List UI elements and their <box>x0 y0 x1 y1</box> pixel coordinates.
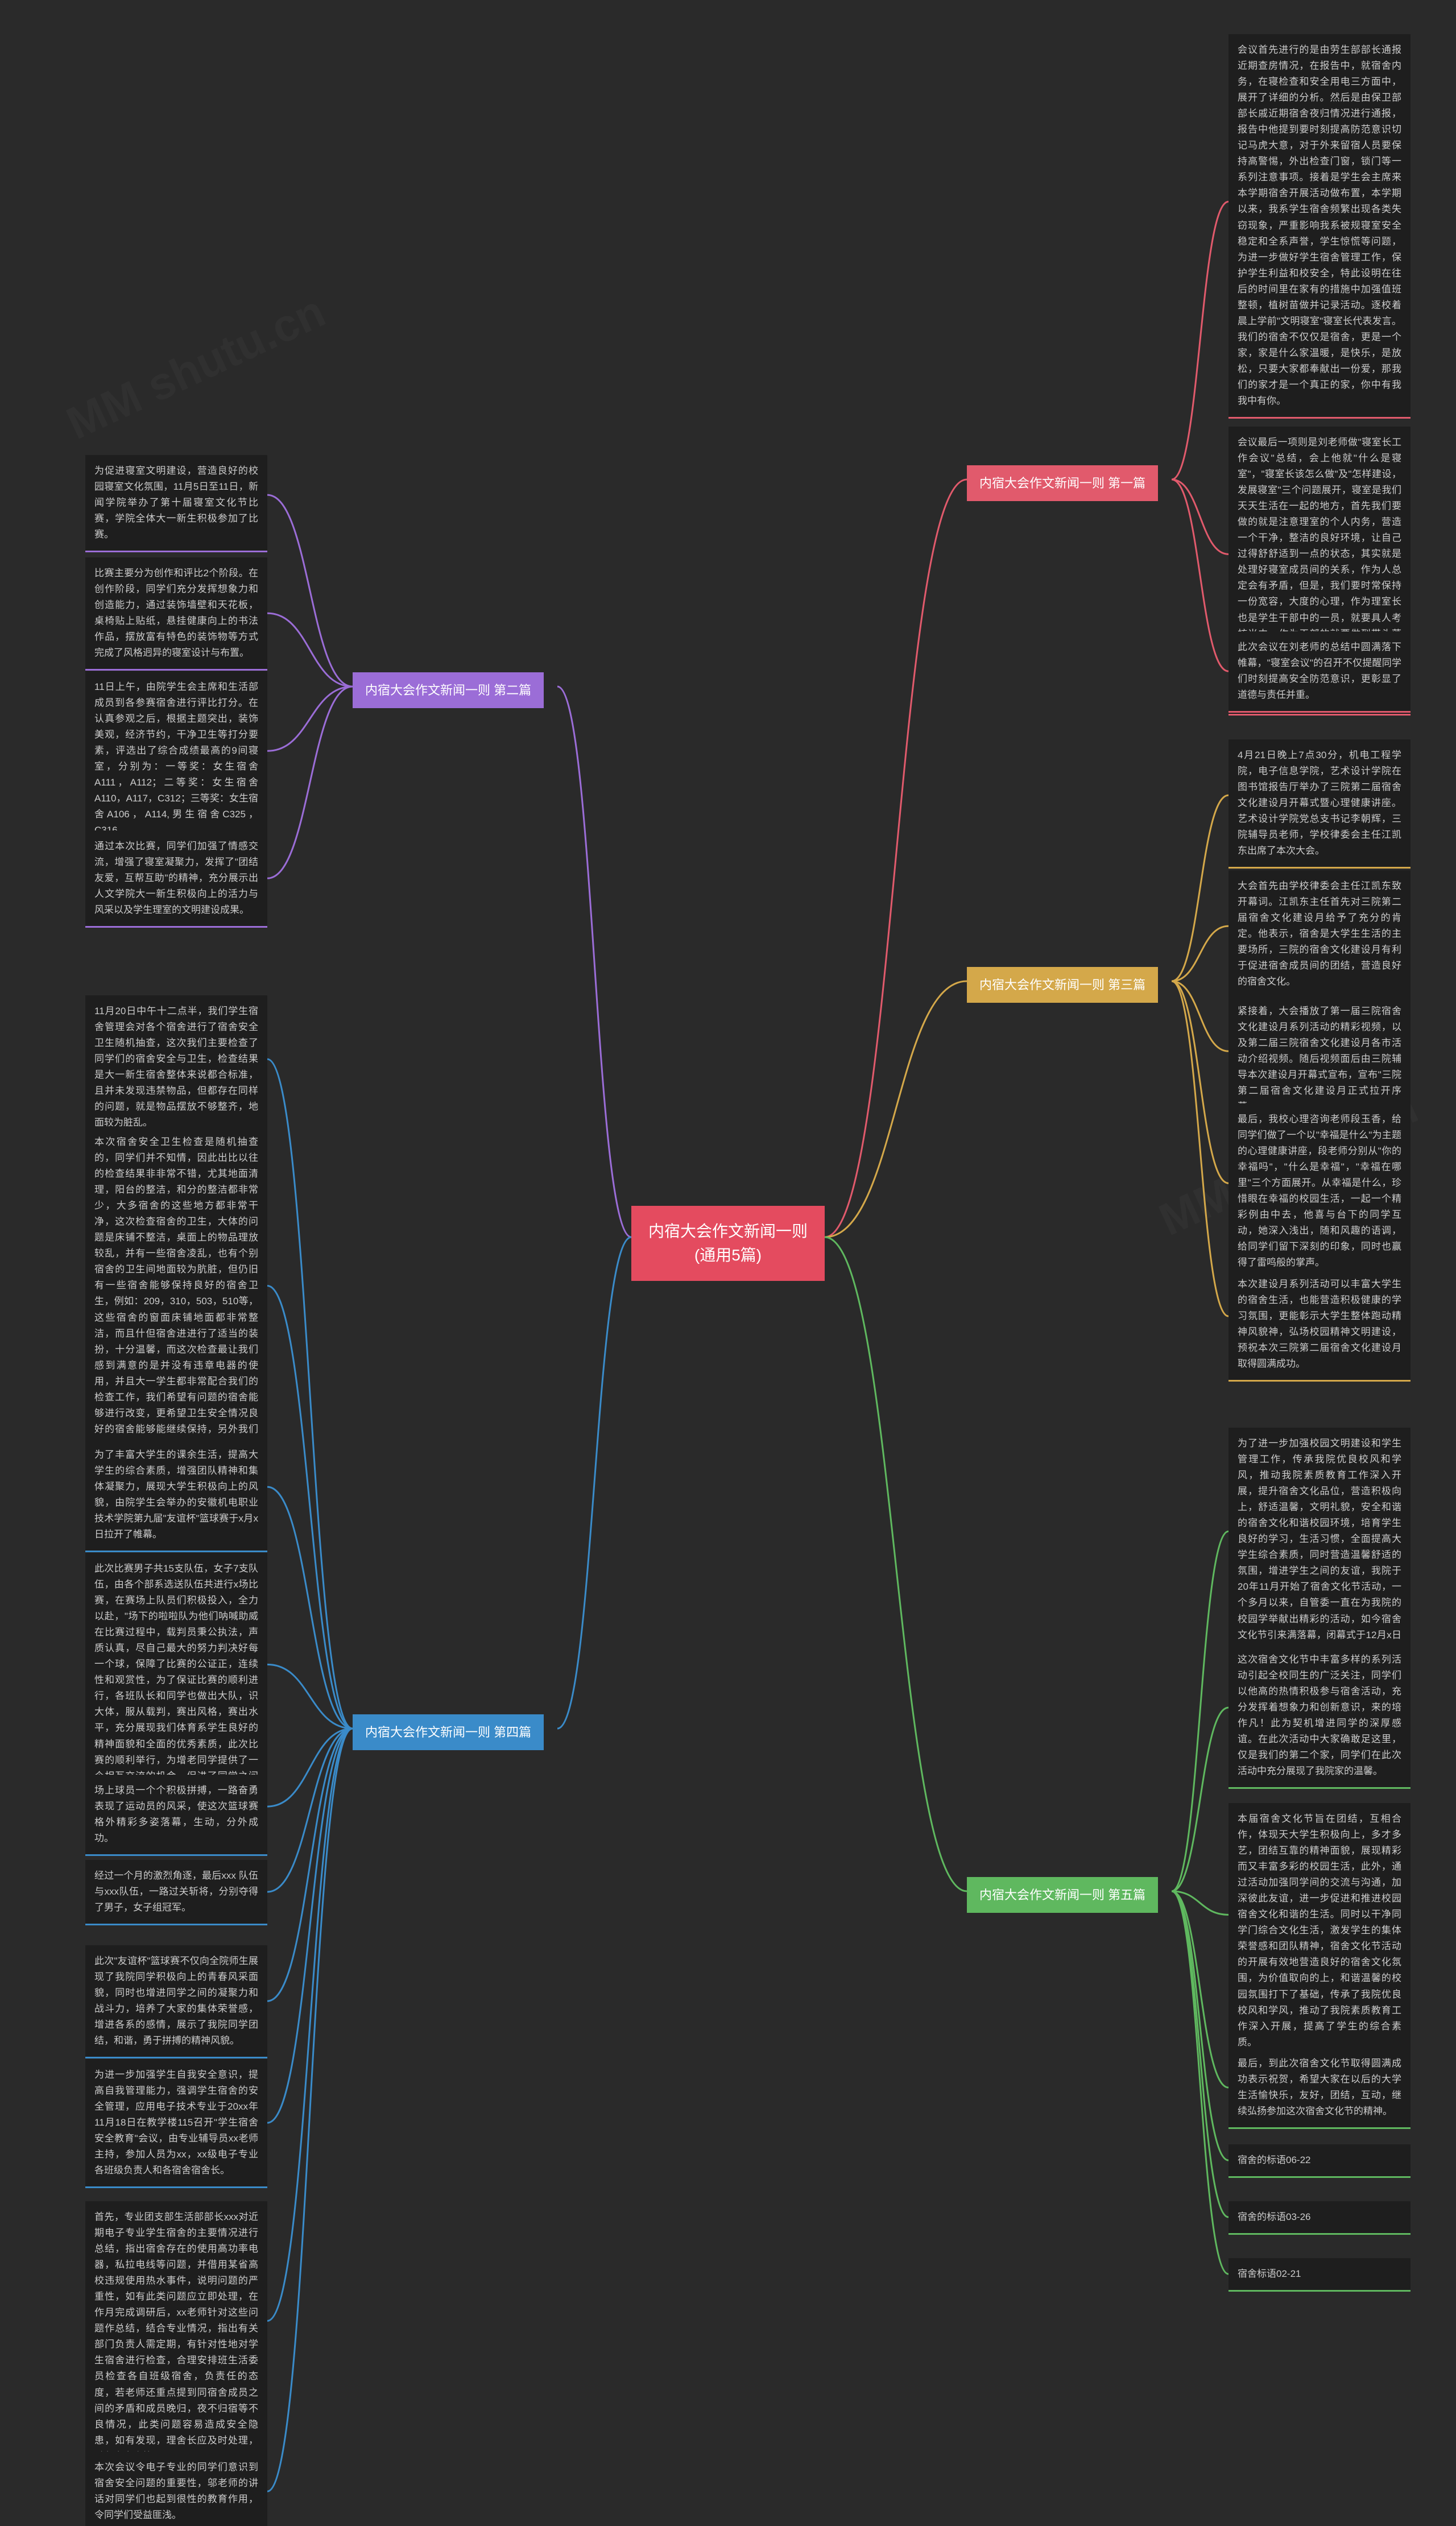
leaf-node: 场上球员一个个积极拼搏，一路奋勇表现了运动员的风采，使这次篮球赛格外精彩多姿落幕… <box>85 1775 267 1856</box>
branch-node: 内宿大会作文新闻一则 第五篇 <box>967 1877 1158 1913</box>
leaf-node: 比赛主要分为创作和评比2个阶段。在创作阶段，同学们充分发挥想象力和创造能力，通过… <box>85 557 267 671</box>
leaf-node: 为促进寝室文明建设，营造良好的校园寝室文化氛围，11月5日至11日，新闻学院举办… <box>85 455 267 552</box>
leaf-node: 此次会议在刘老师的总结中圆满落下帷幕，"寝室会议"的召开不仅提醒同学们时刻提高安… <box>1228 631 1410 713</box>
leaf-node: 经过一个月的激烈角逐，最后xxx 队伍与xxx队伍，一路过关斩将，分别夺得了男子… <box>85 1860 267 1925</box>
leaf-node: 最后，到此次宿舍文化节取得圆满成功表示祝贺，希望大家在以后的大学生活愉快乐，友好… <box>1228 2048 1410 2129</box>
leaf-node: 11日上午，由院学生会主席和生活部成员到各参赛宿舍进行评比打分。在认真参观之后，… <box>85 671 267 848</box>
watermark: MM shutu.cn <box>59 285 333 450</box>
leaf-node: 最后，我校心理咨询老师段玉香，给同学们做了一个以"幸福是什么"为主题的心理健康讲… <box>1228 1103 1410 1280</box>
leaf-node: 这次宿舍文化节中丰富多样的系列活动引起全校同生的广泛关注，同学们以他高的热情积极… <box>1228 1644 1410 1789</box>
leaf-node: 为了丰富大学生的课余生活，提高大学生的综合素质，增强团队精神和集体凝聚力，展现大… <box>85 1439 267 1552</box>
center-node: 内宿大会作文新闻一则(通用5篇) <box>631 1206 825 1281</box>
leaf-node: 大会首先由学校律委会主任江凯东致开幕词。江凯东主任首先对三院第二届宿舍文化建设月… <box>1228 870 1410 999</box>
leaf-node: 宿舍的标语06-22 <box>1228 2144 1410 2178</box>
leaf-node: 此次"友谊杯"篮球赛不仅向全院师生展现了我院同学积极向上的青春风采面貌，同时也增… <box>85 1945 267 2058</box>
leaf-node: 11月20日中午十二点半，我们学生宿舍管理会对各个宿舍进行了宿舍安全卫生随机抽查… <box>85 995 267 1140</box>
leaf-node: 此次比赛男子共15支队伍，女子7支队伍，由各个部系选送队伍共进行x场比赛，在赛场… <box>85 1553 267 1810</box>
leaf-node: 本次会议令电子专业的同学们意识到宿舍安全问题的重要性，邬老师的讲话对同学们也起到… <box>85 2451 267 2526</box>
branch-node: 内宿大会作文新闻一则 第二篇 <box>353 672 544 708</box>
leaf-node: 会议首先进行的是由劳生部部长通报近期查房情况，在报告中，就宿舍内务，在寝检查和安… <box>1228 34 1410 419</box>
leaf-node: 通过本次比赛，同学们加强了情感交流，增强了寝室凝聚力，发挥了"团结友爱，互帮互助… <box>85 830 267 928</box>
leaf-node: 为了进一步加强校园文明建设和学生管理工作，传承我院优良校风和学风，推动我院素质教… <box>1228 1428 1410 1669</box>
leaf-node: 宿舍的标语03-26 <box>1228 2201 1410 2235</box>
branch-node: 内宿大会作文新闻一则 第三篇 <box>967 967 1158 1003</box>
leaf-node: 为进一步加强学生自我安全意识，提高自我管理能力，强调学生宿舍的安全管理，应用电子… <box>85 2059 267 2188</box>
branch-node: 内宿大会作文新闻一则 第四篇 <box>353 1714 544 1750</box>
leaf-node: 4月21日晚上7点30分，机电工程学院，电子信息学院，艺术设计学院在图书馆报告厅… <box>1228 739 1410 869</box>
leaf-node: 本次建设月系列活动可以丰富大学生的宿舍生活，也能营造积极健康的学习氛围，更能彰示… <box>1228 1268 1410 1382</box>
leaf-node: 首先，专业团支部生活部部长xxx对近期电子专业学生宿舍的主要情况进行总结，指出宿… <box>85 2201 267 2474</box>
branch-node: 内宿大会作文新闻一则 第一篇 <box>967 465 1158 501</box>
leaf-node: 宿舍标语02-21 <box>1228 2258 1410 2292</box>
leaf-node: 本届宿舍文化节旨在团结，互相合作，体现天大学生积极向上，多才多艺，团结互靠的精神… <box>1228 1803 1410 2060</box>
